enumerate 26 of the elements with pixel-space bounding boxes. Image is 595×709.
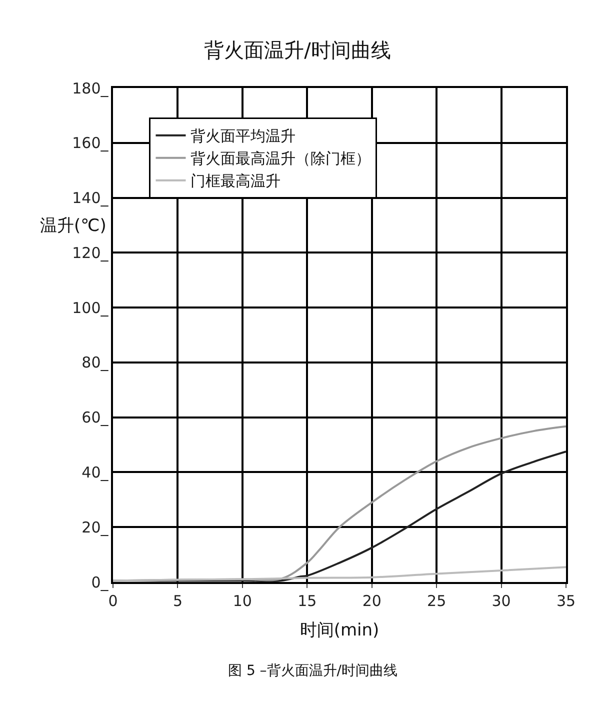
y-tick-label: 180_: [72, 79, 109, 98]
x-tick-label: 15: [298, 592, 317, 610]
legend-label: 门框最高温升: [190, 172, 281, 190]
y-tick-label: 160_: [72, 134, 109, 152]
x-tick-label: 20: [362, 592, 382, 610]
legend-label: 背火面平均温升: [190, 127, 296, 146]
y-tick-label: 40_: [82, 463, 109, 482]
x-tick-label: 10: [232, 592, 252, 610]
y-tick-label: 60_: [82, 408, 109, 427]
x-tick-label: 30: [492, 592, 511, 610]
x-tick-label: 25: [427, 592, 446, 610]
y-tick-label: 80_: [82, 354, 109, 372]
y-tick-label: 140_: [72, 189, 109, 208]
y-tick-label: 0_: [91, 573, 109, 592]
x-tick-label: 35: [556, 592, 576, 610]
y-tick-label: 100_: [72, 298, 109, 317]
legend-label: 背火面最高温升（除门框）: [190, 150, 371, 168]
y-axis-title: 温升(℃): [40, 216, 106, 236]
caption: 图 5 –背火面温升/时间曲线: [228, 663, 398, 679]
line-series: [113, 566, 566, 582]
x-tick-label: 0: [108, 592, 118, 610]
y-tick-label: 120_: [72, 244, 109, 262]
y-tick-label: 20_: [82, 518, 109, 536]
x-tick-label: 5: [172, 592, 182, 610]
x-axis-title: 时间(min): [300, 620, 380, 641]
chart-title: 背火面温升/时间曲线: [204, 38, 391, 62]
